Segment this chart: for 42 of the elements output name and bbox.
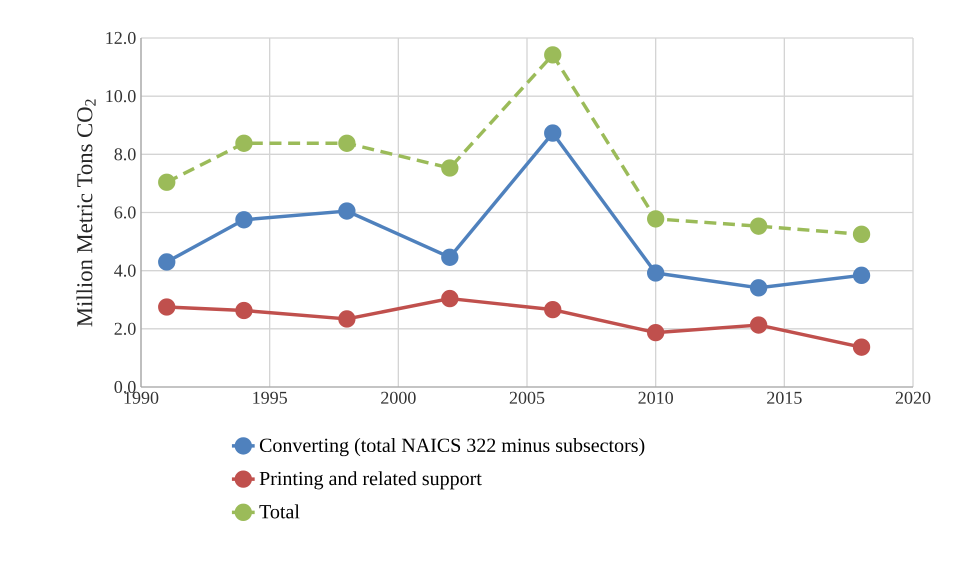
legend-label: Total <box>259 504 300 518</box>
y-tick-label: 0.0 <box>114 380 136 394</box>
point <box>750 316 768 334</box>
point <box>158 298 176 316</box>
point <box>338 134 356 152</box>
y-tick-label: 6.0 <box>114 206 136 219</box>
point <box>235 302 253 320</box>
point <box>852 226 870 243</box>
x-tick-label: 2005 <box>510 392 544 404</box>
y-tick-label: 8.0 <box>114 148 136 160</box>
point <box>852 338 870 356</box>
point <box>441 290 458 308</box>
y-tick-label: 10.0 <box>106 90 136 102</box>
point <box>441 248 458 266</box>
point <box>750 218 768 235</box>
y-tick-label: 4.0 <box>114 264 136 277</box>
point <box>647 264 664 282</box>
point <box>544 46 562 64</box>
legend-label: Converting (total NAICS 322 minus subsectors) <box>260 438 644 456</box>
point <box>441 159 458 177</box>
point <box>647 210 664 228</box>
y-tick-label: 12.0 <box>106 32 136 44</box>
point <box>647 324 664 342</box>
point <box>235 134 253 152</box>
point <box>158 174 176 191</box>
legend-label: Printing and related support <box>260 471 482 490</box>
point <box>544 124 562 142</box>
point <box>235 211 253 228</box>
y-tick-label: 2.0 <box>114 322 136 335</box>
point <box>852 266 870 284</box>
y-axis-title: Million Metric Tons CO$_{2}$ <box>76 99 96 326</box>
point <box>750 279 768 296</box>
point <box>338 310 356 328</box>
x-tick-label: 2015 <box>767 392 802 404</box>
x-tick-label: 1990 <box>124 392 158 404</box>
x-tick-label: 2000 <box>381 392 416 404</box>
point <box>158 253 176 271</box>
x-tick-label: 1995 <box>253 392 287 404</box>
point <box>544 300 562 318</box>
x-tick-label: 2010 <box>638 392 673 404</box>
x-tick-label: 2020 <box>896 392 930 404</box>
point <box>338 202 356 220</box>
